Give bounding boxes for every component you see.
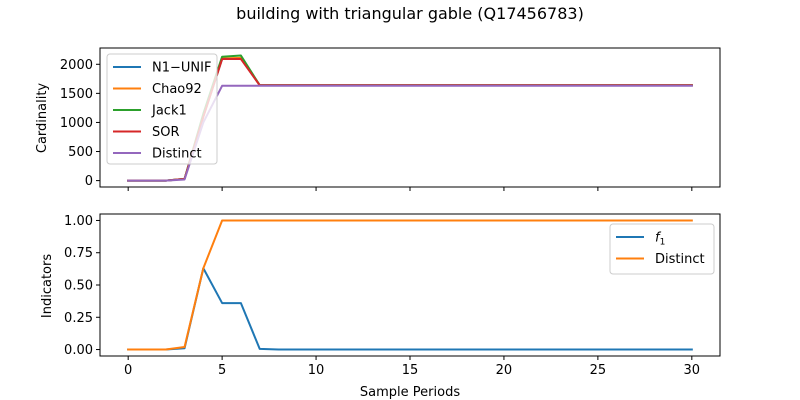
indicators-x-tick-label: 15 <box>402 363 419 378</box>
cardinality-y-axis-label: Cardinality <box>35 83 50 154</box>
indicators-x-tick-label: 5 <box>218 363 226 378</box>
cardinality-y-tick-label: 1000 <box>60 116 93 131</box>
indicators-panel: 0 5 10 15 20 25 30 0.00 0.25 0.50 0.75 1.00 Indicat… <box>40 213 721 400</box>
cardinality-legend-label-sor: SOR <box>152 125 180 140</box>
cardinality-legend-label-jack1: Jack1 <box>151 104 187 119</box>
indicators-series-line-f1 <box>127 267 693 351</box>
cardinality-y-tick-label: 500 <box>68 145 93 160</box>
indicators-y-axis-label: Indicators <box>40 254 55 318</box>
indicators-y-tick-label: 0.75 <box>64 246 93 261</box>
indicators-legend-label-distinct: Distinct <box>655 252 705 267</box>
cardinality-legend-label-chao92: Chao92 <box>152 82 202 97</box>
cardinality-legend-label-distinct: Distinct <box>152 147 202 162</box>
indicators-y-tick-label: 1.00 <box>64 214 93 229</box>
figure-title: building with triangular gable (Q1745678… <box>236 4 584 23</box>
cardinality-ticks: 0 500 1000 1500 2000 <box>60 58 693 191</box>
indicators-legend-label-f1: f1 <box>655 231 665 248</box>
indicators-y-tick-label: 0.00 <box>64 343 93 358</box>
indicators-legend: f1 Distinct <box>609 223 715 275</box>
indicators-series-group <box>127 219 693 351</box>
x-axis-label: Sample Periods <box>360 385 460 400</box>
indicators-x-tick-label: 30 <box>684 363 701 378</box>
indicators-ticks: 0 5 10 15 20 25 30 0.00 0.25 0.50 0.75 1.00 <box>64 214 700 378</box>
indicators-x-tick-label: 20 <box>496 363 513 378</box>
cardinality-legend-label-n1-unif: N1−UNIF <box>152 61 211 76</box>
indicators-x-tick-label: 0 <box>124 363 132 378</box>
indicators-series-line-distinct <box>127 219 693 351</box>
indicators-x-tick-label: 25 <box>590 363 607 378</box>
cardinality-panel: 0 500 1000 1500 2000 Cardinality N1−UNIF Chao… <box>35 47 721 191</box>
indicators-y-tick-label: 0.25 <box>64 311 93 326</box>
cardinality-y-tick-label: 0 <box>85 174 93 189</box>
cardinality-y-tick-label: 2000 <box>60 58 93 73</box>
cardinality-legend-box <box>106 53 218 165</box>
indicators-y-tick-label: 0.50 <box>64 279 93 294</box>
cardinality-y-tick-label: 1500 <box>60 87 93 102</box>
cardinality-legend: N1−UNIF Chao92 Jack1 SOR Distinct <box>106 53 218 165</box>
indicators-x-tick-label: 10 <box>308 363 325 378</box>
